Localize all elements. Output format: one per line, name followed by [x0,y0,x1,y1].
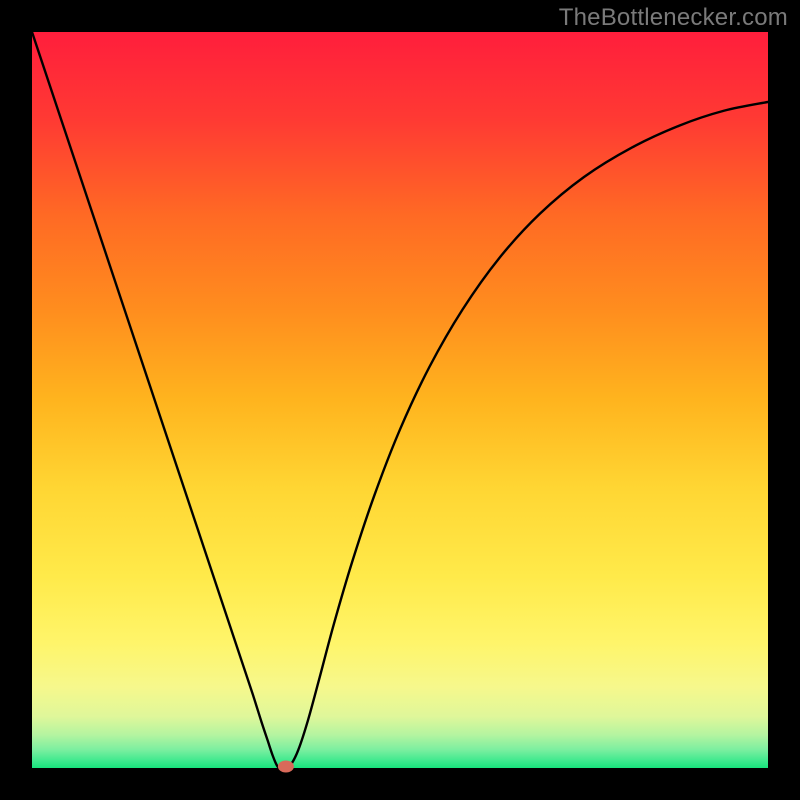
watermark-text: TheBottlenecker.com [559,4,788,32]
bottleneck-chart [0,0,800,800]
trough-marker [278,761,294,773]
gradient-background [32,32,768,768]
chart-container: TheBottlenecker.com [0,0,800,800]
